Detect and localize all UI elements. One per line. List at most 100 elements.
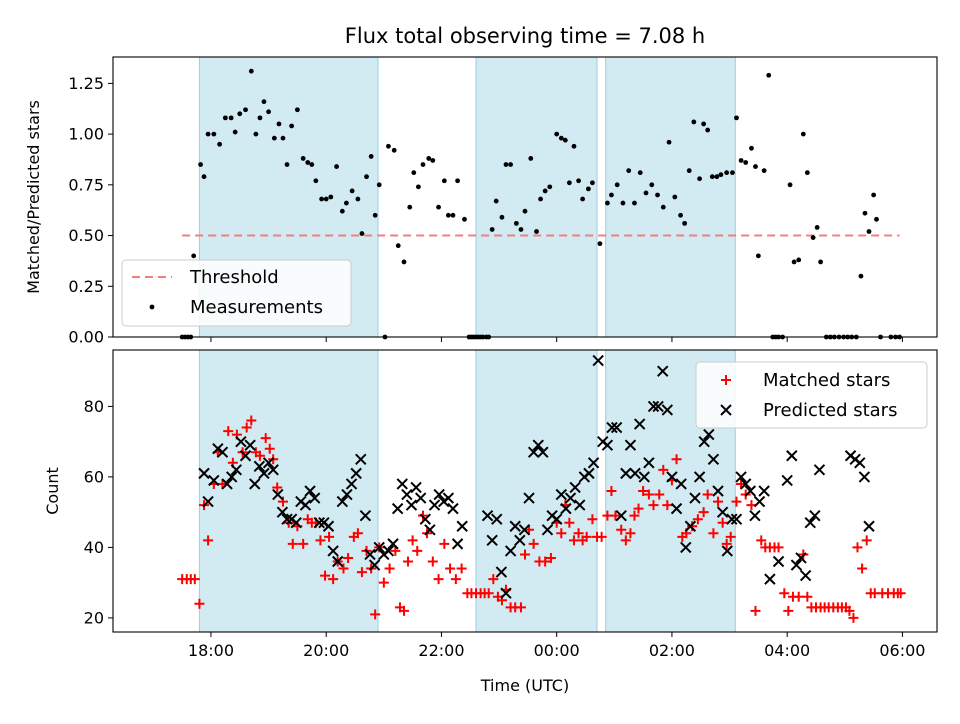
measurement-point bbox=[626, 168, 632, 174]
predicted-point bbox=[670, 502, 683, 515]
predicted-point bbox=[433, 488, 445, 501]
predicted-point bbox=[382, 545, 395, 557]
measurement-point bbox=[862, 210, 868, 216]
measurement-point bbox=[709, 174, 715, 180]
measurement-point bbox=[874, 216, 879, 222]
matched-point bbox=[638, 486, 649, 496]
measurement-point bbox=[528, 156, 534, 161]
predicted-point bbox=[244, 439, 256, 451]
predicted-point bbox=[633, 418, 646, 430]
panel-frame bbox=[112, 56, 938, 338]
predicted-point bbox=[726, 513, 738, 525]
predicted-point bbox=[414, 492, 427, 504]
measurement-point bbox=[620, 200, 626, 206]
matched-point bbox=[687, 521, 698, 532]
predicted-point bbox=[804, 517, 816, 529]
measurement-point bbox=[391, 147, 397, 153]
matched-point bbox=[315, 535, 326, 546]
predicted-point bbox=[401, 488, 413, 501]
matched-point bbox=[708, 528, 719, 539]
predicted-point bbox=[442, 492, 455, 504]
matched-point bbox=[895, 588, 906, 599]
legend-matched-swatch bbox=[721, 375, 731, 385]
measurement-point bbox=[558, 135, 564, 141]
predicted-point bbox=[491, 513, 503, 525]
measurement-point bbox=[724, 170, 730, 176]
y-tick-label: 0.25 bbox=[68, 277, 104, 296]
measurement-point bbox=[243, 107, 248, 113]
predicted-point bbox=[813, 464, 826, 476]
measurement-point bbox=[580, 196, 586, 202]
matched-point bbox=[610, 510, 621, 521]
legend-measurement-swatch bbox=[149, 304, 155, 310]
matched-point bbox=[515, 602, 526, 613]
matched-point bbox=[654, 489, 665, 500]
measurement-point bbox=[445, 212, 451, 218]
measurement-point bbox=[678, 212, 683, 218]
measurement-point bbox=[571, 143, 577, 149]
predicted-point bbox=[684, 520, 697, 532]
matched-point bbox=[384, 563, 395, 574]
matched-point bbox=[556, 528, 567, 539]
measurement-point bbox=[334, 164, 339, 169]
measurement-point bbox=[522, 208, 528, 214]
matched-point bbox=[194, 598, 205, 609]
y-tick-label: 0.00 bbox=[68, 328, 104, 347]
matched-point bbox=[439, 538, 450, 549]
matched-point bbox=[520, 549, 530, 560]
predicted-point bbox=[290, 517, 302, 529]
measurement-point bbox=[787, 182, 793, 188]
predicted-point bbox=[749, 509, 761, 522]
predicted-point bbox=[198, 467, 210, 480]
x-tick-label: 02:00 bbox=[649, 641, 695, 660]
measurement-point bbox=[538, 196, 543, 202]
measurement-point bbox=[309, 162, 315, 167]
measurement-point bbox=[755, 253, 761, 259]
measurement-point bbox=[441, 178, 447, 184]
measurement-point bbox=[261, 99, 267, 105]
legend-predicted-label: Predicted stars bbox=[763, 400, 897, 421]
measurement-point bbox=[590, 180, 595, 186]
predicted-point bbox=[216, 446, 229, 458]
predicted-point bbox=[781, 474, 793, 487]
measurement-point bbox=[253, 131, 259, 137]
measurement-point bbox=[576, 178, 581, 184]
measurement-point bbox=[796, 257, 802, 263]
matched-point bbox=[857, 563, 868, 574]
matched-point bbox=[633, 503, 644, 514]
predicted-point bbox=[615, 509, 627, 522]
matched-point bbox=[378, 577, 389, 588]
predicted-point bbox=[809, 509, 821, 522]
predicted-point bbox=[666, 471, 678, 483]
panel-frame bbox=[112, 349, 938, 633]
matched-point bbox=[802, 591, 813, 602]
x-tick-label: 04:00 bbox=[764, 641, 810, 660]
predicted-point bbox=[739, 478, 752, 490]
measurement-point bbox=[237, 111, 243, 117]
matched-point bbox=[581, 531, 592, 542]
measurement-point bbox=[426, 156, 432, 161]
matched-point bbox=[403, 556, 414, 567]
legend-box bbox=[121, 259, 352, 327]
predicted-point bbox=[610, 421, 623, 434]
predicted-point bbox=[620, 467, 632, 480]
measurement-point bbox=[761, 168, 767, 174]
measurement-point bbox=[818, 259, 824, 265]
observing-span-2 bbox=[605, 56, 736, 338]
measurement-point bbox=[343, 200, 349, 206]
predicted-point bbox=[647, 400, 660, 413]
y-tick-label: 60 bbox=[84, 467, 104, 486]
predicted-point bbox=[854, 457, 866, 469]
matched-point bbox=[848, 612, 859, 623]
predicted-point bbox=[753, 495, 766, 508]
predicted-point bbox=[703, 428, 715, 441]
measurement-point bbox=[649, 182, 655, 188]
matched-point bbox=[456, 563, 467, 574]
legend-box bbox=[695, 361, 928, 429]
measurement-point bbox=[339, 208, 345, 214]
series-matched-stars bbox=[177, 415, 906, 623]
matched-point bbox=[540, 556, 551, 567]
measurement-point bbox=[632, 200, 637, 206]
matched-point bbox=[587, 514, 598, 525]
matched-point bbox=[671, 454, 682, 465]
